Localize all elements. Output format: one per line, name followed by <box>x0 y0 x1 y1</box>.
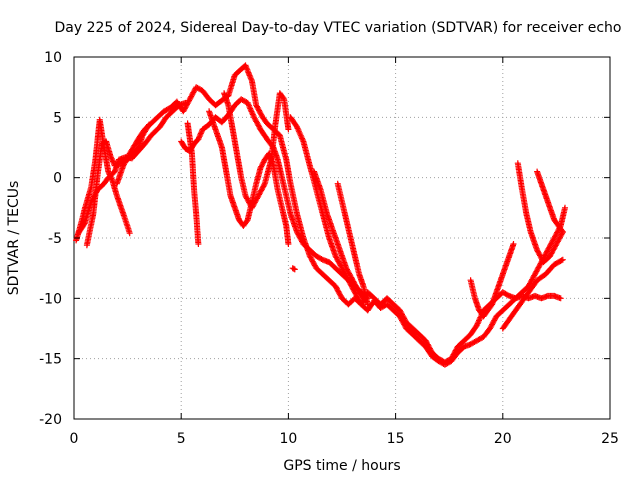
data-point <box>120 162 127 169</box>
x-tick-label: 0 <box>70 431 79 447</box>
y-tick-label: -5 <box>48 231 62 247</box>
data-point <box>537 253 544 260</box>
data-point <box>559 227 565 234</box>
data-point <box>547 241 554 248</box>
x-tick-label: 10 <box>279 431 297 447</box>
data-point <box>285 241 292 247</box>
data-point <box>126 230 133 237</box>
y-tick-label: 5 <box>53 110 62 126</box>
data-point <box>364 301 371 308</box>
y-tick-label: -10 <box>39 291 62 307</box>
data-point <box>557 295 564 302</box>
axis-ticks: 0 5 10 15 20 25 -20 -15 -10 -5 0 5 10 <box>39 50 619 447</box>
data-point <box>285 126 292 133</box>
data-point <box>291 266 298 273</box>
data-point <box>510 241 517 247</box>
x-axis-label: GPS time / hours <box>283 458 400 474</box>
data-point <box>261 182 268 188</box>
x-tick-label: 20 <box>494 431 512 447</box>
data-point <box>195 241 202 247</box>
x-tick-label: 15 <box>387 431 405 447</box>
data-point <box>245 101 252 108</box>
y-tick-label: 0 <box>53 171 62 187</box>
data-points <box>73 62 568 368</box>
y-tick-label: -20 <box>39 412 62 428</box>
data-point <box>552 232 559 239</box>
y-tick-label: -15 <box>39 352 62 368</box>
grid-lines <box>73 56 611 420</box>
x-tick-label: 5 <box>177 431 186 447</box>
data-point <box>280 95 287 101</box>
y-tick-label: 10 <box>44 50 62 66</box>
data-point <box>559 229 566 235</box>
data-point <box>548 250 555 257</box>
data-point <box>562 204 568 211</box>
data-point <box>558 257 565 264</box>
data-point <box>533 268 540 275</box>
data-point <box>559 256 566 263</box>
data-point <box>243 218 250 225</box>
y-axis-label: SDTVAR / TECUs <box>6 181 22 296</box>
x-tick-label: 25 <box>601 431 619 447</box>
chart-title: Day 225 of 2024, Sidereal Day-to-day VTE… <box>55 20 622 36</box>
